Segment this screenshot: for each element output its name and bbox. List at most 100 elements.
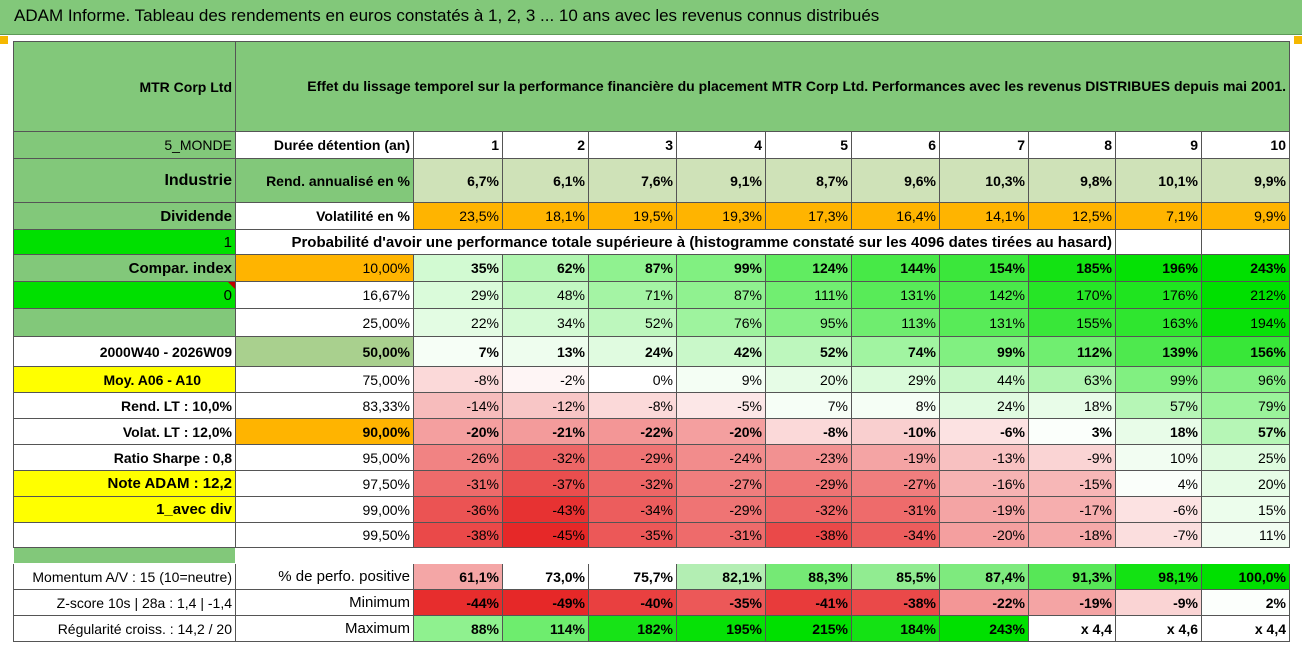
volat-value: 7,1% [1115, 202, 1202, 230]
rend-value: 9,9% [1201, 158, 1290, 203]
proba-value: 29% [851, 366, 940, 393]
proba-value: 79% [1201, 392, 1290, 419]
volat-value: 19,3% [676, 202, 766, 230]
blank-cell [1201, 229, 1290, 255]
proba-value: -32% [588, 470, 677, 497]
proba-value: 52% [588, 308, 677, 337]
minimum-value: -41% [765, 589, 852, 616]
input-1[interactable]: 1 [13, 229, 236, 255]
description: Effet du lissage temporel sur la perform… [235, 41, 1290, 132]
dividend-label: Dividende [13, 202, 236, 230]
volat-value: 16,4% [851, 202, 940, 230]
proba-value: -31% [413, 470, 503, 497]
proba-value: -31% [676, 522, 766, 548]
spacer-cell [939, 547, 1029, 564]
proba-value: 24% [939, 392, 1029, 419]
proba-value: -23% [765, 444, 852, 471]
sector-label: Industrie [13, 158, 236, 203]
proba-title-row: 1 Probabilité d'avoir une performance tot… [13, 229, 1290, 255]
pct-pos-value: 100,0% [1201, 563, 1290, 590]
title-bar: ADAM Informe. Tableau des rendements en … [0, 0, 1302, 35]
proba-value: 163% [1115, 308, 1202, 337]
proba-value: 3% [1028, 418, 1116, 445]
rend-row: Industrie Rend. annualisé en % 6,7% 6,1% 7,6… [13, 158, 1290, 203]
proba-value: 112% [1028, 336, 1116, 367]
proba-value: 113% [851, 308, 940, 337]
proba-percentile: 10,00% [235, 254, 414, 282]
proba-value: -16% [939, 470, 1029, 497]
maximum-value: 243% [939, 615, 1029, 642]
spacer-cell [676, 547, 766, 564]
proba-value: 13% [502, 336, 589, 367]
proba-value: -34% [588, 496, 677, 523]
rend-value: 10,1% [1115, 158, 1202, 203]
proba-value: 74% [851, 336, 940, 367]
year-header: 2 [502, 131, 589, 159]
proba-value: -43% [502, 496, 589, 523]
proba-value: 8% [851, 392, 940, 419]
year-header: 4 [676, 131, 766, 159]
pct-pos-value: 87,4% [939, 563, 1029, 590]
proba-value: 156% [1201, 336, 1290, 367]
proba-row: Ratio Sharpe : 0,8 95,00% -26% -32% -29% -24%… [13, 444, 1290, 471]
pct-pos-value: 85,5% [851, 563, 940, 590]
input-0[interactable]: 0 [13, 281, 236, 309]
proba-value: 63% [1028, 366, 1116, 393]
proba-value: 48% [502, 281, 589, 309]
minimum-row: Z-score 10s | 28a : 1,4 | -1,4 Minimum -44… [13, 589, 1290, 616]
proba-value: -13% [939, 444, 1029, 471]
proba-value: 99% [939, 336, 1029, 367]
proba-value: 11% [1201, 522, 1290, 548]
rend-label: Rend. annualisé en % [235, 158, 414, 203]
pct-pos-row: Momentum A/V : 15 (10=neutre)% de perfo.… [13, 563, 1290, 590]
proba-value: 15% [1201, 496, 1290, 523]
proba-value: 212% [1201, 281, 1290, 309]
proba-value: -5% [676, 392, 766, 419]
maximum-value: 215% [765, 615, 852, 642]
rend-value: 9,6% [851, 158, 940, 203]
proba-value: -10% [851, 418, 940, 445]
proba-percentile: 99,00% [235, 496, 414, 523]
minimum-value: -38% [851, 589, 940, 616]
proba-value: -12% [502, 392, 589, 419]
maximum-value: x 4,4 [1201, 615, 1290, 642]
proba-value: -29% [588, 444, 677, 471]
proba-value: -15% [1028, 470, 1116, 497]
proba-percentile: 97,50% [235, 470, 414, 497]
pct-pos-value: 91,3% [1028, 563, 1116, 590]
proba-percentile: 99,50% [235, 522, 414, 548]
spacer-cell [1115, 547, 1202, 564]
proba-value: 44% [939, 366, 1029, 393]
proba-row: Moy. A06 - A10 75,00% -8% -2% 0% 9% 20% 29% 44% 6… [13, 366, 1290, 393]
proba-value: 7% [413, 336, 503, 367]
proba-value: 52% [765, 336, 852, 367]
rend-value: 9,1% [676, 158, 766, 203]
proba-value: 10% [1115, 444, 1202, 471]
proba-value: 18% [1028, 392, 1116, 419]
momentum-label: Momentum A/V : 15 (10=neutre) [13, 563, 236, 590]
proba-value: 0% [588, 366, 677, 393]
year-header: 3 [588, 131, 677, 159]
sharpe-label: Ratio Sharpe : 0,8 [13, 444, 236, 471]
proba-value: 18% [1115, 418, 1202, 445]
proba-value: 4% [1115, 470, 1202, 497]
blank-green-cell [13, 308, 236, 337]
proba-value: 57% [1115, 392, 1202, 419]
pct-pos-label: % de perfo. positive [235, 563, 414, 590]
year-header: 8 [1028, 131, 1116, 159]
proba-value: 9% [676, 366, 766, 393]
volat-label: Volatilité en % [235, 202, 414, 230]
year-header: 7 [939, 131, 1029, 159]
proba-row: 0 16,67% 29% 48% 71% 87% 111% 131% 142% 170% 176% 2… [13, 281, 1290, 309]
proba-value: -31% [851, 496, 940, 523]
compar-index-label: Compar. index [13, 254, 236, 282]
proba-value: -22% [588, 418, 677, 445]
proba-value: 99% [676, 254, 766, 282]
rend-value: 9,8% [1028, 158, 1116, 203]
proba-value: 62% [502, 254, 589, 282]
maximum-value: 114% [502, 615, 589, 642]
proba-value: -19% [939, 496, 1029, 523]
minimum-label: Minimum [235, 589, 414, 616]
maximum-row: Régularité croiss. : 14,2 / 20 Maximum 88%… [13, 615, 1290, 642]
performance-table: MTR Corp Ltd Effet du lissage temporel su… [13, 41, 1290, 642]
